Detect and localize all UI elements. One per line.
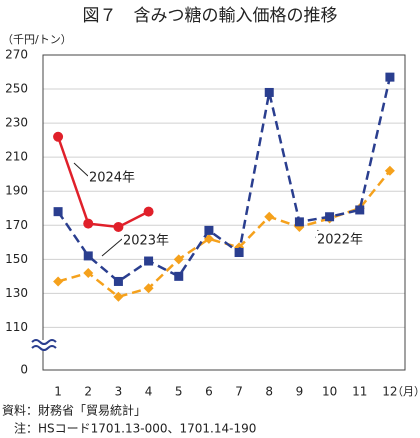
x-tick-label: 9: [296, 385, 304, 399]
marker: [113, 221, 124, 232]
marker: [143, 283, 154, 294]
marker: [144, 256, 154, 266]
chart-title: 図７ 含みつ糖の輸入価格の推移: [83, 6, 338, 26]
x-tick-label: 3: [115, 385, 123, 399]
label-bg: [316, 231, 366, 249]
marker: [325, 212, 335, 222]
y-tick-label: 130: [5, 286, 28, 300]
x-tick-label: 1: [54, 385, 62, 399]
label-bg: [88, 169, 138, 187]
x-unit: （月）: [392, 385, 420, 398]
y-tick-label: 250: [5, 82, 28, 96]
y-tick-label: 150: [5, 252, 28, 266]
series-line: [57, 76, 392, 284]
label-leader: [101, 238, 123, 257]
marker: [384, 165, 395, 176]
note: 注：HSコード1701.13-000、1701.14-190: [2, 421, 256, 436]
marker: [83, 251, 93, 261]
marker: [143, 206, 154, 217]
y-tick-label: 210: [5, 150, 28, 164]
x-tick-label: 11: [352, 385, 367, 399]
x-tick-label: 4: [145, 385, 153, 399]
series-line: [56, 136, 150, 229]
axis-break: [31, 339, 57, 345]
x-tick-label: 7: [235, 385, 243, 399]
label-leader: [73, 162, 89, 177]
axis-break: [31, 345, 57, 351]
series-label: 2023年: [123, 234, 169, 249]
y-tick-label: 270: [5, 48, 28, 62]
marker: [264, 211, 275, 222]
x-tick-label: 12: [382, 385, 397, 399]
plot-frame: [42, 54, 406, 371]
marker: [53, 276, 64, 287]
series-label: 2022年: [317, 233, 363, 248]
x-tick-label: 2: [84, 385, 92, 399]
x-tick-label: 5: [175, 385, 183, 399]
axis-break-gap: [35, 340, 51, 350]
x-tick-label: 6: [205, 385, 213, 399]
y-unit: （千円/トン）: [2, 33, 72, 46]
marker: [264, 87, 274, 97]
marker: [53, 207, 63, 217]
marker: [113, 291, 124, 302]
marker: [53, 131, 64, 142]
marker: [83, 218, 94, 229]
marker: [355, 205, 365, 215]
series-line: [57, 169, 391, 299]
marker: [204, 225, 214, 235]
marker: [234, 248, 244, 258]
marker: [385, 72, 395, 82]
y-tick-label: 0: [20, 363, 28, 377]
marker: [294, 217, 304, 227]
series-label: 2024年: [89, 171, 135, 186]
x-tick-label: 10: [322, 385, 337, 399]
marker: [83, 267, 94, 278]
y-tick-label: 110: [5, 320, 28, 334]
marker: [173, 254, 184, 265]
y-tick-label: 230: [5, 116, 28, 130]
y-tick-label: 190: [5, 184, 28, 198]
marker: [113, 276, 123, 286]
marker: [174, 271, 184, 281]
y-tick-label: 170: [5, 218, 28, 232]
note: 資料：財務省「貿易統計」: [2, 403, 146, 418]
x-tick-label: 8: [265, 385, 273, 399]
label-bg: [122, 232, 172, 250]
